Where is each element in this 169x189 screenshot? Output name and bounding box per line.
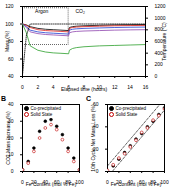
html-text:C: C bbox=[86, 95, 92, 102]
svg-text:CO₂: CO₂ bbox=[75, 8, 85, 14]
svg-text:400: 400 bbox=[154, 49, 163, 56]
svg-text:60: 60 bbox=[92, 101, 99, 108]
svg-text:0: 0 bbox=[11, 168, 14, 174]
svg-text:CO2 Mass Increase (%): CO2 Mass Increase (%) bbox=[5, 111, 11, 165]
html-text:Co-precipitated: Co-precipitated bbox=[115, 105, 146, 111]
svg-text:0: 0 bbox=[21, 84, 24, 90]
svg-text:1000: 1000 bbox=[155, 15, 166, 21]
html-text:B: B bbox=[1, 95, 7, 102]
svg-text:100: 100 bbox=[75, 179, 84, 185]
svg-text:600: 600 bbox=[154, 38, 163, 45]
svg-text:0: 0 bbox=[96, 168, 99, 174]
html-text:Solid State: Solid State bbox=[115, 111, 138, 117]
svg-text:14: 14 bbox=[127, 84, 133, 90]
svg-text:4: 4 bbox=[52, 84, 55, 90]
svg-text:Fe Content (mol % Fe): Fe Content (mol % Fe) bbox=[111, 181, 162, 187]
svg-text:0: 0 bbox=[155, 73, 158, 79]
svg-text:100: 100 bbox=[160, 179, 169, 185]
svg-text:100: 100 bbox=[5, 21, 14, 27]
svg-text:0: 0 bbox=[106, 179, 109, 185]
svg-text:Elapsed time (hours): Elapsed time (hours) bbox=[61, 86, 107, 92]
svg-text:40: 40 bbox=[8, 101, 14, 107]
svg-text:40: 40 bbox=[8, 73, 14, 79]
svg-text:Fe Content (mol % Fe): Fe Content (mol % Fe) bbox=[26, 181, 77, 187]
svg-text:Argon: Argon bbox=[35, 8, 49, 14]
svg-text:60: 60 bbox=[8, 56, 14, 62]
html-text:Co-precipitated: Co-precipitated bbox=[30, 105, 61, 111]
svg-text:12: 12 bbox=[112, 84, 118, 90]
svg-text:80: 80 bbox=[7, 38, 14, 45]
svg-text:2: 2 bbox=[36, 84, 39, 90]
svg-text:10th Cycle Net Mass Loss (%): 10th Cycle Net Mass Loss (%) bbox=[90, 104, 96, 172]
svg-text:Mass (%): Mass (%) bbox=[4, 31, 10, 52]
svg-text:120: 120 bbox=[5, 3, 14, 9]
svg-text:1200: 1200 bbox=[155, 3, 166, 9]
svg-text:200: 200 bbox=[155, 61, 164, 67]
svg-text:16: 16 bbox=[143, 84, 149, 90]
html-text:Solid State: Solid State bbox=[30, 111, 53, 117]
svg-text:800: 800 bbox=[154, 26, 163, 33]
svg-text:0: 0 bbox=[21, 179, 24, 185]
svg-text:Temperature (°C): Temperature (°C) bbox=[161, 22, 167, 61]
